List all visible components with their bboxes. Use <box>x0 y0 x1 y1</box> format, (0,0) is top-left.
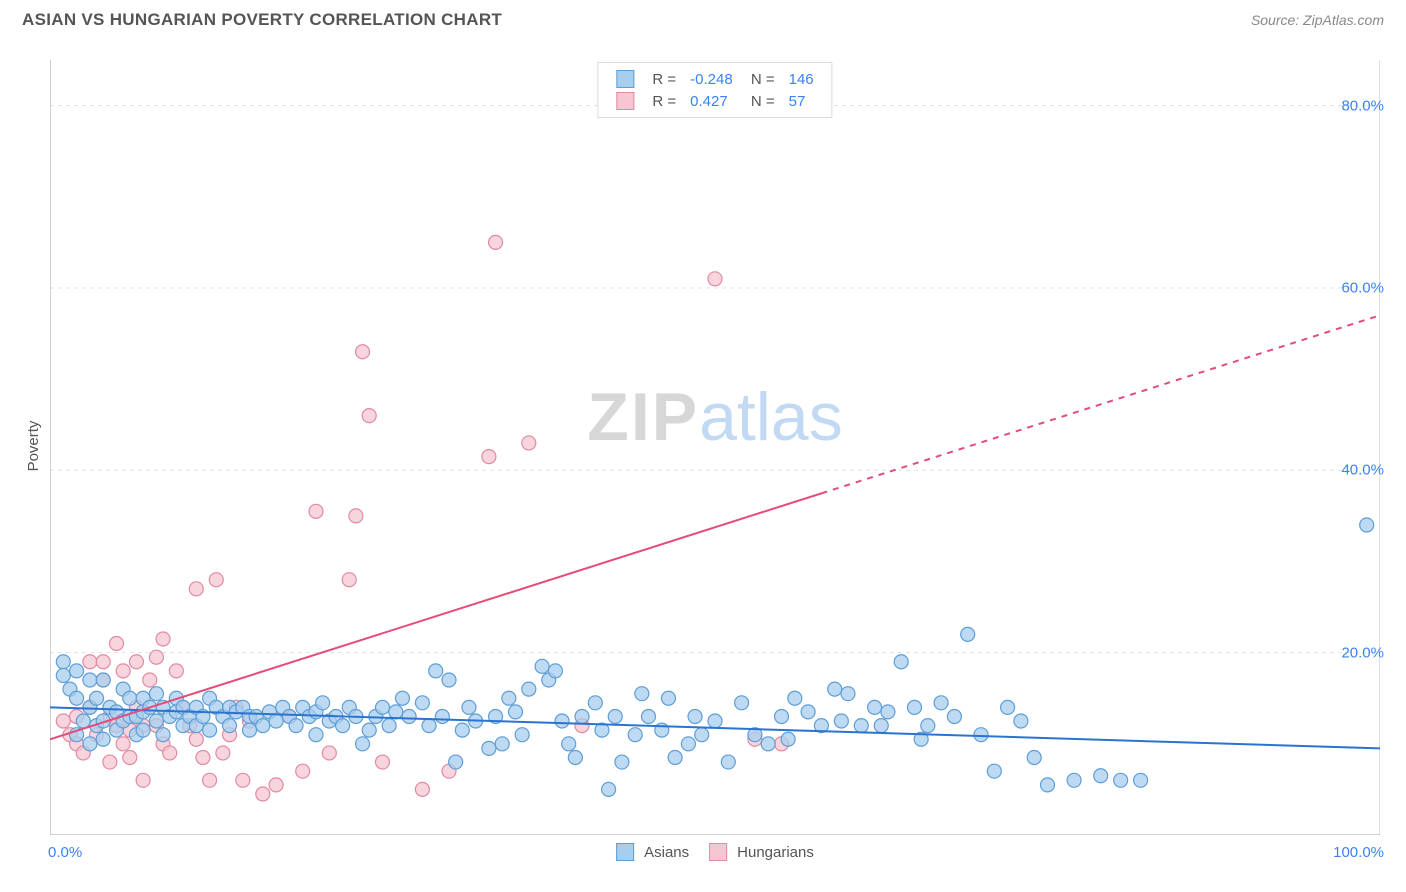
legend-item-asians: Asians <box>616 843 689 861</box>
chart-area: ZIPatlas R = -0.248 N = 146 R = 0.427 N … <box>50 60 1380 835</box>
correlation-legend: R = -0.248 N = 146 R = 0.427 N = 57 <box>597 62 832 118</box>
scatter-plot <box>50 60 1380 835</box>
swatch-asians <box>616 70 634 88</box>
y-tick-label: 80.0% <box>1341 97 1384 114</box>
y-axis-label: Poverty <box>25 421 42 472</box>
y-tick-label: 60.0% <box>1341 279 1384 296</box>
r-value-hungarians: 0.427 <box>684 91 739 111</box>
chart-title: ASIAN VS HUNGARIAN POVERTY CORRELATION C… <box>22 10 502 30</box>
series-legend: Asians Hungarians <box>616 843 814 861</box>
legend-row-hungarians: R = 0.427 N = 57 <box>610 91 819 111</box>
r-label: R = <box>646 91 682 111</box>
source-attribution: Source: ZipAtlas.com <box>1251 12 1384 28</box>
source-label: Source: <box>1251 12 1299 28</box>
legend-label-hungarians: Hungarians <box>737 844 814 861</box>
swatch-hungarians-icon <box>709 843 727 861</box>
header: ASIAN VS HUNGARIAN POVERTY CORRELATION C… <box>0 0 1406 30</box>
n-label: N = <box>741 69 781 89</box>
x-axis-max-label: 100.0% <box>1333 844 1384 861</box>
swatch-hungarians <box>616 92 634 110</box>
n-value-asians: 146 <box>783 69 820 89</box>
n-label: N = <box>741 91 781 111</box>
source-name: ZipAtlas.com <box>1303 12 1384 28</box>
x-axis-min-label: 0.0% <box>48 844 82 861</box>
swatch-asians-icon <box>616 843 634 861</box>
y-tick-label: 20.0% <box>1341 644 1384 661</box>
n-value-hungarians: 57 <box>783 91 820 111</box>
y-tick-label: 40.0% <box>1341 462 1384 479</box>
legend-row-asians: R = -0.248 N = 146 <box>610 69 819 89</box>
r-label: R = <box>646 69 682 89</box>
legend-label-asians: Asians <box>644 844 689 861</box>
legend-item-hungarians: Hungarians <box>709 843 814 861</box>
r-value-asians: -0.248 <box>684 69 739 89</box>
